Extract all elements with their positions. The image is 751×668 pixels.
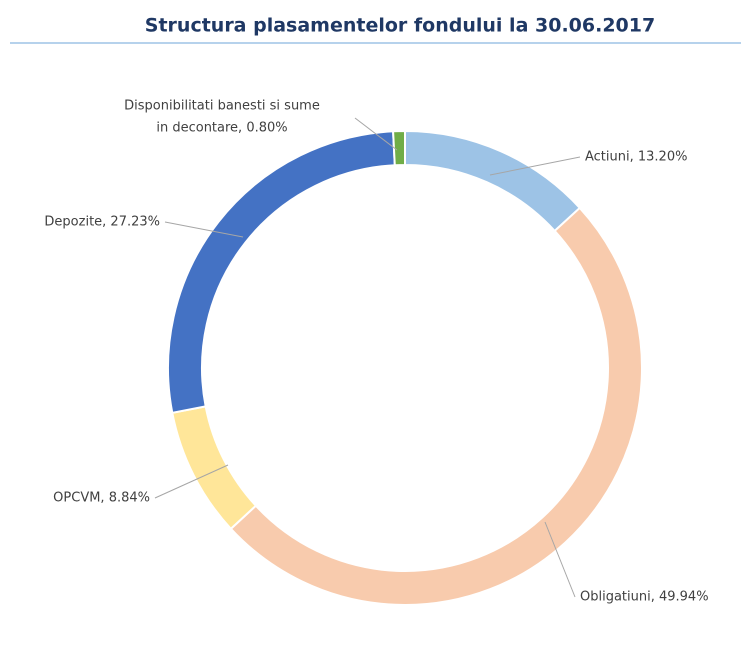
leader-line — [164, 221, 244, 238]
donut-slice — [404, 129, 582, 233]
data-label: Obligatiuni, 49.94% — [580, 590, 709, 605]
leader-line — [354, 117, 398, 151]
chart-title: Structura plasamentelor fondului la 30.0… — [145, 15, 655, 37]
data-label: Actiuni, 13.20% — [585, 150, 687, 165]
leader-line — [154, 464, 229, 499]
data-label: OPCVM, 8.84% — [53, 491, 150, 506]
donut-slice — [229, 206, 643, 606]
data-label: Disponibilitati banesti si sume — [124, 99, 320, 114]
leader-line — [489, 156, 581, 176]
leader-line — [544, 521, 576, 598]
donut-slice — [171, 405, 258, 531]
donut-slice — [392, 129, 406, 167]
data-label: Depozite, 27.23% — [44, 215, 160, 230]
donut-slice — [167, 130, 396, 414]
data-label: in decontare, 0.80% — [156, 121, 287, 136]
